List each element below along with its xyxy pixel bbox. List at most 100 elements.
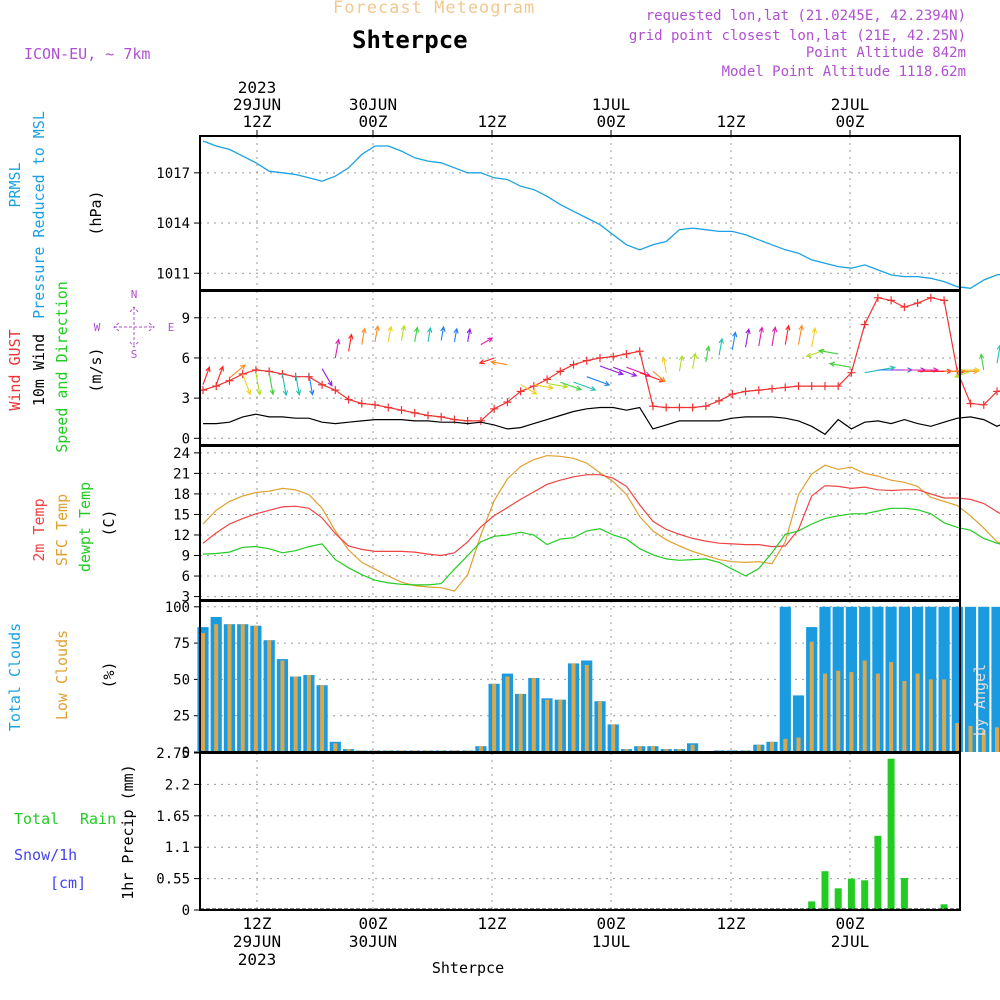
gust-marker — [251, 366, 260, 375]
total-cloud-bar — [964, 606, 977, 752]
wind-arrow — [560, 381, 583, 391]
gust-marker — [529, 382, 538, 391]
gust-marker — [648, 402, 657, 411]
wind-arrow — [427, 326, 433, 342]
wind-arrow — [215, 365, 224, 385]
label-total: Total — [14, 810, 59, 828]
y-tick-label: 2.75 — [156, 746, 190, 762]
gust-marker — [397, 406, 406, 415]
wind-arrow — [308, 373, 315, 396]
low-cloud-bar — [902, 680, 907, 752]
low-cloud-bar — [293, 676, 298, 752]
gust-marker — [794, 382, 803, 391]
wind-arrow — [678, 354, 685, 372]
y-tick-label: 1.1 — [165, 840, 190, 856]
gust-marker — [225, 376, 234, 385]
low-cloud-bar — [545, 699, 550, 752]
footer-station: Shterpce — [432, 959, 504, 977]
gust-marker — [860, 320, 869, 329]
bottom-time-label: 2023 — [238, 950, 277, 969]
low-cloud-bar — [889, 662, 894, 752]
gust-marker — [331, 386, 340, 395]
wind-arrow — [731, 331, 738, 350]
y-tick-label: 1011 — [156, 266, 190, 282]
low-cloud-bar — [227, 624, 232, 752]
wind-arrow — [374, 324, 380, 342]
gust-marker — [437, 412, 446, 421]
label-celsius: (C) — [100, 509, 118, 536]
label-10m-wind: 10m Wind — [30, 334, 48, 406]
gust-marker — [834, 382, 843, 391]
wind-arrow — [202, 366, 211, 385]
wind-arrow — [771, 326, 778, 346]
y-tick-label: 24 — [173, 446, 190, 462]
gust-marker — [635, 347, 644, 356]
wind-arrow — [705, 345, 711, 363]
gust-marker — [503, 398, 512, 407]
wind-arrow — [321, 368, 333, 387]
chart-title: Shterpce — [352, 26, 468, 54]
gust-marker — [847, 368, 856, 377]
top-time-label: 12Z — [717, 112, 746, 131]
label-pressure-msl: Pressure Reduced to MSL — [30, 111, 48, 319]
bottom-time-label: 00Z — [359, 914, 388, 933]
label-prmsl: PRMSL — [6, 162, 24, 207]
bottom-time-label: 12Z — [717, 914, 746, 933]
y-tick-label: 3 — [182, 590, 190, 606]
bottom-time-label: 00Z — [836, 914, 865, 933]
compass-w: W — [94, 321, 101, 334]
rain-bar — [900, 878, 908, 910]
rain-bar — [821, 871, 829, 910]
low-cloud-bar — [531, 678, 536, 752]
wind-arrow — [533, 384, 555, 391]
wind-arrow — [520, 384, 538, 395]
gust-marker — [940, 296, 949, 305]
low-cloud-bar — [280, 660, 285, 752]
low-cloud-bar — [650, 746, 655, 752]
top-time-label: 2JUL — [831, 95, 870, 114]
rain-bar — [940, 904, 948, 910]
top-time-label: 00Z — [359, 112, 388, 131]
wind-arrow — [811, 326, 818, 348]
y-tick-label: 3 — [182, 391, 190, 407]
wind-arrow — [480, 337, 494, 346]
y-tick-label: 1014 — [156, 216, 190, 232]
wind-arrow — [268, 372, 275, 396]
low-cloud-bar — [320, 685, 325, 752]
y-tick-label: 0 — [182, 745, 190, 761]
model-label: ICON-EU, ~ 7km — [24, 45, 151, 63]
rain-bar — [861, 880, 869, 910]
y-tick-label: 15 — [173, 507, 190, 523]
temp-2m-line — [202, 474, 1000, 557]
label-percent: (%) — [100, 661, 118, 688]
gust-marker — [675, 403, 684, 412]
bottom-time-label: 12Z — [478, 914, 507, 933]
top-time-label: 00Z — [597, 112, 626, 131]
model-point-altitude: Model Point Altitude 1118.62m — [721, 64, 966, 80]
low-cloud-bar — [214, 624, 219, 752]
rain-bar — [847, 878, 855, 910]
label-rain: Rain — [80, 810, 116, 828]
y-tick-label: 9 — [182, 311, 190, 327]
wind-arrow — [573, 381, 597, 392]
wind-arrow — [661, 356, 667, 373]
low-cloud-bar — [955, 723, 960, 752]
label-low-clouds: Low Clouds — [53, 630, 71, 720]
compass-rose — [113, 306, 155, 348]
low-cloud-bar — [823, 673, 827, 752]
low-cloud-bar — [942, 679, 947, 752]
top-time-label: 2023 — [238, 78, 277, 97]
gust-marker — [344, 395, 353, 404]
gust-marker — [384, 403, 393, 412]
gust-marker — [820, 382, 829, 391]
top-time-label: 29JUN — [233, 95, 281, 114]
gust-marker — [807, 382, 816, 391]
top-time-label: 00Z — [836, 112, 865, 131]
panel-frame — [199, 752, 961, 911]
low-cloud-bar — [928, 679, 933, 752]
y-tick-label: 1.65 — [156, 809, 190, 825]
rain-bar — [808, 901, 816, 910]
sfc-temp-line — [202, 454, 1000, 592]
y-tick-label: 18 — [173, 487, 190, 503]
bottom-time-label: 30JUN — [349, 932, 397, 951]
